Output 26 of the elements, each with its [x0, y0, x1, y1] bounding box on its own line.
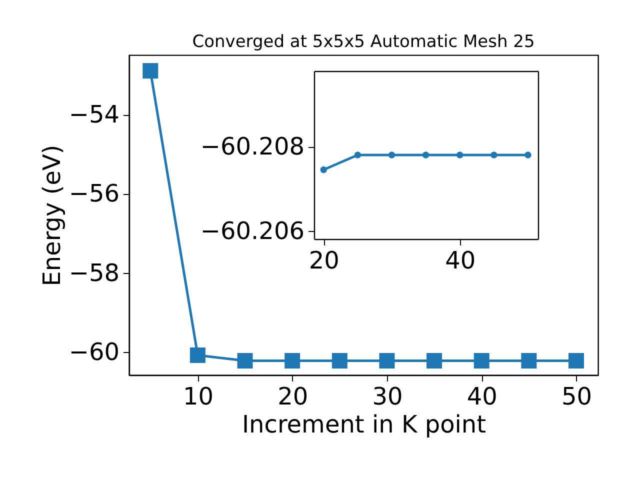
point: [237, 353, 253, 369]
point: [379, 353, 395, 369]
point: [332, 353, 348, 369]
point: [190, 347, 206, 363]
y-tick-label: −54: [68, 100, 120, 129]
x-tick-label: 20: [308, 246, 340, 274]
x-tick-label: 50: [561, 382, 592, 410]
x-tick-label: 20: [278, 382, 308, 410]
point: [521, 353, 537, 369]
y-tick-label: −56: [68, 180, 120, 208]
x-axis-title: Increment in K point: [242, 410, 486, 438]
x-tick-label: 30: [372, 382, 403, 410]
y-tick-label: −60.208: [200, 132, 304, 160]
chart-title: Converged at 5x5x5 Automatic Mesh 25: [192, 32, 535, 52]
x-tick-label: 40: [466, 382, 498, 410]
y-axis-title: Energy (eV): [38, 144, 66, 286]
x-tick-label: 40: [445, 246, 476, 274]
point: [474, 353, 490, 369]
x-tick-label: 10: [182, 382, 214, 410]
point: [142, 63, 158, 79]
point: [568, 353, 584, 369]
y-tick-label: −60.206: [200, 216, 304, 245]
y-tick-label: −60: [68, 338, 120, 366]
point: [284, 353, 300, 369]
point: [426, 353, 442, 369]
y-tick-label: −58: [68, 258, 120, 287]
